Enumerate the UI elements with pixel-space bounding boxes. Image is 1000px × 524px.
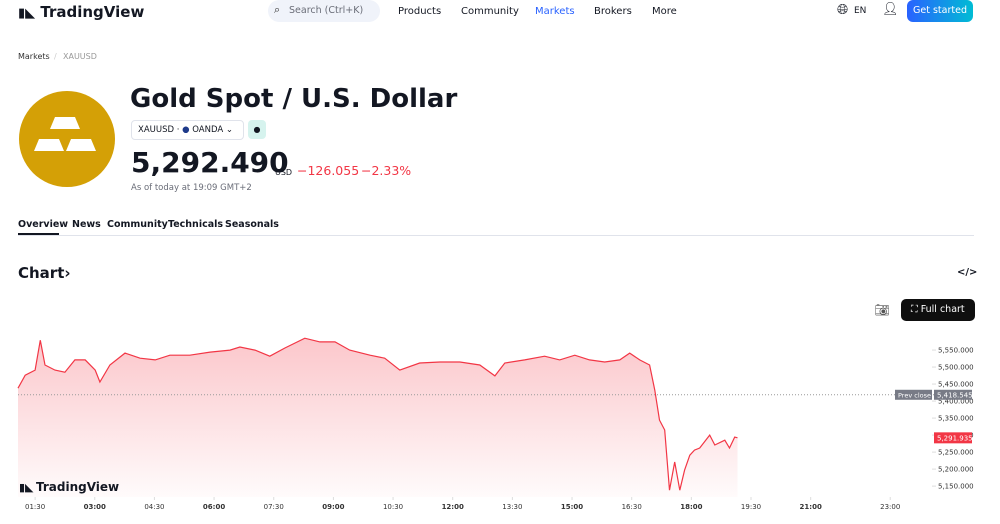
y-tick-label: 5,500.000 xyxy=(938,364,974,372)
y-tick-label: 5,450.000 xyxy=(938,381,974,389)
area-fill xyxy=(18,338,738,497)
breadcrumb[interactable]: Markets xyxy=(18,52,50,61)
logo[interactable]: ▮◣ TradingView xyxy=(18,3,145,21)
full-chart-label: Full chart xyxy=(920,304,965,315)
nav-link[interactable]: Markets xyxy=(535,6,575,17)
x-tick-label: 09:00 xyxy=(322,503,344,511)
full-chart-button[interactable]: ⛶ Full chart xyxy=(901,299,975,321)
price-line xyxy=(17,337,738,491)
x-tick-label: 10:30 xyxy=(383,503,403,511)
x-tick-label: 12:00 xyxy=(442,503,464,511)
cta-button[interactable]: Get started xyxy=(907,0,973,22)
x-tick-label: 04:30 xyxy=(144,503,164,511)
x-tick-label: 19:30 xyxy=(741,503,761,511)
x-tick-label: 03:00 xyxy=(84,503,106,511)
x-tick-label: 21:00 xyxy=(800,503,822,511)
prev-close-label: 5,418.545 xyxy=(937,391,973,399)
x-tick-label: 06:00 xyxy=(203,503,225,511)
divider xyxy=(18,235,974,236)
section-title: Chart xyxy=(18,264,65,282)
watermark: TradingView xyxy=(36,480,119,494)
currency: USD xyxy=(275,168,293,177)
nav-link[interactable]: Products xyxy=(398,6,442,17)
x-tick-label: 07:30 xyxy=(264,503,284,511)
snapshot-button[interactable]: 📷︎ xyxy=(874,303,890,317)
user-icon[interactable]: 👤︎ xyxy=(882,2,899,17)
price: 5,292.490 xyxy=(131,146,289,179)
tab[interactable]: Overview xyxy=(18,219,69,230)
x-tick-label: 23:00 xyxy=(880,503,900,511)
logo-text: TradingView xyxy=(40,3,145,21)
symbol-title: Gold Spot / U.S. Dollar xyxy=(130,84,458,114)
section-heading[interactable]: Chart› xyxy=(18,264,71,282)
nav-link[interactable]: Community xyxy=(461,6,519,17)
embed-icon[interactable]: </> xyxy=(957,267,978,278)
search-placeholder: Search (Ctrl+K) xyxy=(289,5,364,16)
status-chip[interactable]: ● xyxy=(248,120,266,139)
tab[interactable]: Community xyxy=(107,219,168,230)
search-box[interactable]: ⌕ Search (Ctrl+K) xyxy=(268,0,380,22)
y-tick-label: 5,550.000 xyxy=(938,347,974,355)
change-percent: −2.33% xyxy=(361,163,412,178)
x-tick-label: 01:30 xyxy=(25,503,45,511)
timestamp: As of today at 19:09 GMT+2 xyxy=(131,183,252,193)
x-tick-label: 16:30 xyxy=(622,503,642,511)
tab[interactable]: Seasonals xyxy=(225,219,279,230)
prev-close-name: Prev close xyxy=(898,391,931,399)
y-tick-label: 5,350.000 xyxy=(938,415,974,423)
search-icon: ⌕ xyxy=(274,3,281,16)
nav-link[interactable]: Brokers xyxy=(594,6,632,17)
x-tick-label: 15:00 xyxy=(561,503,583,511)
tab[interactable]: News xyxy=(72,219,101,230)
symbol-icon xyxy=(19,91,115,187)
last-price-tag xyxy=(934,432,972,444)
prev-close-tag xyxy=(895,389,932,400)
separator: / xyxy=(54,52,57,61)
exchange: OANDA xyxy=(192,125,224,135)
y-tick-label: 5,200.000 xyxy=(938,466,974,474)
symbol-chip[interactable]: XAUUSD · ● OANDA ⌄ xyxy=(131,120,244,140)
prev-close-value-tag xyxy=(934,389,972,400)
tab[interactable]: Technicals xyxy=(168,219,224,230)
y-tick-label: 5,250.000 xyxy=(938,449,974,457)
x-tick-label: 18:00 xyxy=(680,503,702,511)
last-price-label: 5,291.935 xyxy=(937,434,973,442)
ticker: XAUUSD xyxy=(138,125,175,135)
y-tick-label: 5,150.000 xyxy=(938,483,974,491)
watermark-icon: ▮◣ xyxy=(19,481,34,494)
nav-link[interactable]: More xyxy=(652,6,677,17)
breadcrumb: XAUUSD xyxy=(63,52,97,61)
x-tick-label: 13:30 xyxy=(502,503,522,511)
tab-underline xyxy=(18,233,59,235)
language[interactable]: EN xyxy=(854,6,867,16)
change: −126.055 xyxy=(297,163,360,178)
globe-icon[interactable]: 🌐︎ xyxy=(837,2,849,18)
y-tick-label: 5,400.000 xyxy=(938,398,974,406)
